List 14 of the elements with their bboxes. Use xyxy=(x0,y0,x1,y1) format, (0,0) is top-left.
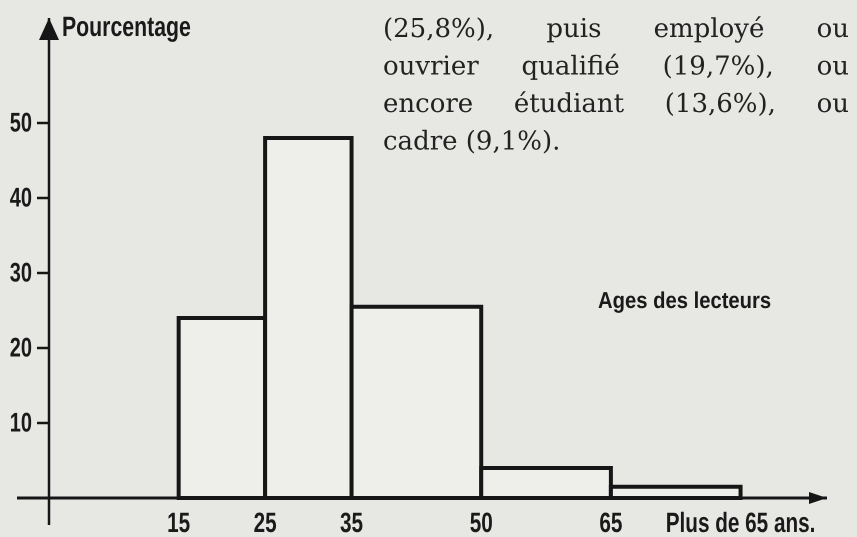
x-tick-label: 25 xyxy=(254,508,277,537)
y-tick-label: 30 xyxy=(10,258,32,288)
annotation: (25,8%), puis employé ou ouvrier qualifié (19,7%), ou encore étudiant (13,6%), ou cadre (9,1%). xyxy=(383,14,849,156)
text: Ages des lecteurs xyxy=(598,286,772,314)
x-tick-label: 15 xyxy=(167,508,190,537)
x-tick-label: Plus de 65 ans. xyxy=(666,508,816,537)
y-tick-label: 20 xyxy=(10,332,32,364)
y-axis-title: Pourcentage xyxy=(62,11,191,43)
y-tick-label: 10 xyxy=(10,408,32,438)
x-tick-label: 50 xyxy=(470,508,493,537)
x-tick-label: 65 xyxy=(599,508,623,537)
y-tick-label: 50 xyxy=(10,108,32,138)
y-tick-label: 40 xyxy=(10,182,32,214)
x-tick-label: 35 xyxy=(340,508,364,537)
